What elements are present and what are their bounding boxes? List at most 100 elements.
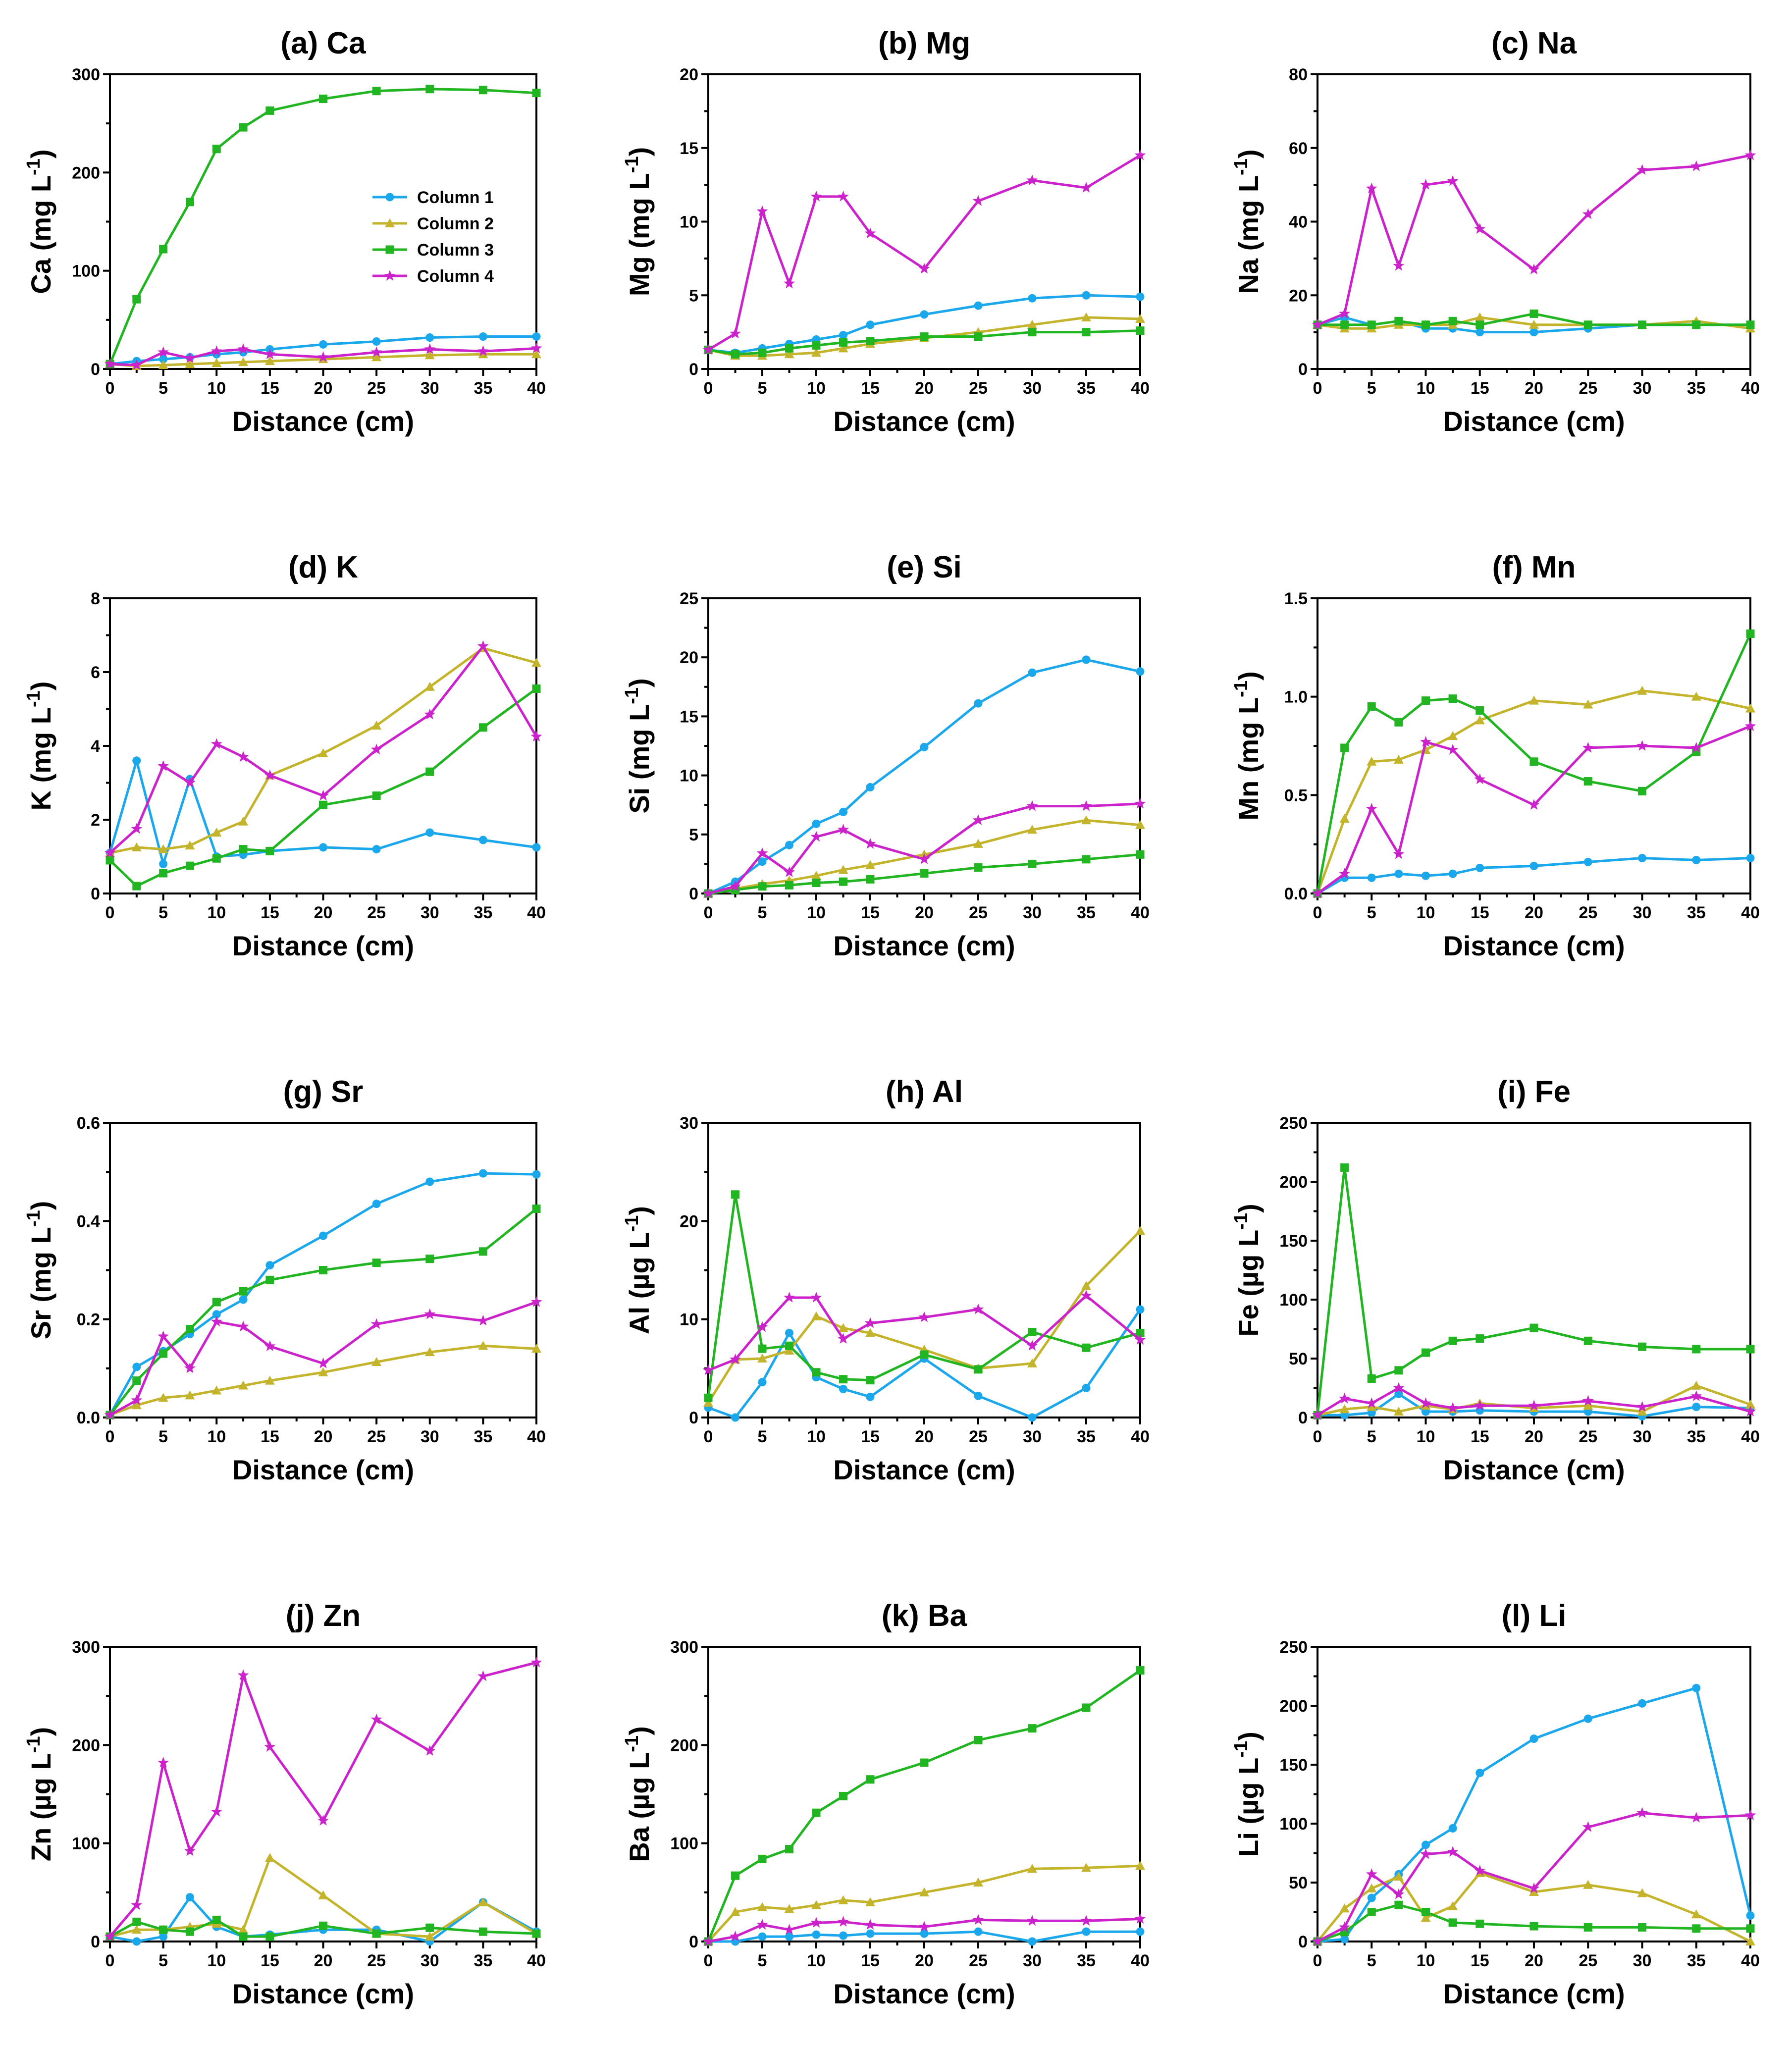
x-tick-label: 25 (969, 1427, 988, 1446)
y-tick-label: 20 (680, 648, 698, 667)
data-point (131, 1400, 142, 1410)
x-tick-label: 35 (1687, 903, 1706, 922)
series-column-3 (1313, 1163, 1755, 1419)
x-tick-label: 15 (1471, 903, 1489, 922)
data-point (1636, 1807, 1648, 1818)
series-line (1316, 1166, 1750, 1416)
panel-a-ca: (a) Ca 0 100 200 300 0 5 10 15 20 25 30 35 40 Distance… (23, 26, 546, 437)
data-point (478, 1927, 487, 1936)
data-point (239, 1295, 248, 1304)
data-point (319, 843, 327, 852)
legend-label: Column 2 (417, 214, 494, 233)
data-point (265, 106, 274, 115)
x-tick-label: 0 (105, 903, 115, 922)
x-tick-label: 30 (1023, 903, 1042, 922)
x-tick-label: 20 (314, 1951, 333, 1970)
y-tick-label: 0.0 (77, 1409, 100, 1427)
data-point (1136, 850, 1145, 859)
x-tick-label: 30 (1023, 1427, 1042, 1446)
series-line (109, 1207, 537, 1416)
data-point (1366, 1397, 1377, 1409)
data-point (730, 1354, 741, 1364)
y-tick-label: 10 (680, 767, 698, 786)
series-column-4 (702, 1913, 1146, 1946)
panel-title: (b) Mg (878, 26, 970, 60)
data-point (1028, 1327, 1037, 1336)
data-point (703, 1398, 713, 1407)
y-axis-label: Al (µg L-1) (622, 1206, 655, 1334)
data-point (1529, 319, 1539, 329)
data-point (478, 723, 487, 732)
data-point (424, 708, 436, 720)
x-tick-label: 35 (1077, 1427, 1096, 1446)
data-point (974, 1735, 983, 1744)
data-point (1448, 1824, 1457, 1833)
data-point (105, 856, 114, 865)
x-tick-label: 30 (421, 1427, 439, 1446)
data-point (1421, 1913, 1431, 1922)
data-point (532, 89, 541, 98)
plot-frame (1317, 1122, 1751, 1418)
data-point (1080, 1290, 1092, 1301)
data-point (1028, 1413, 1037, 1422)
data-point (1636, 740, 1648, 751)
x-tick-label: 10 (1417, 903, 1435, 922)
data-point (920, 1758, 929, 1767)
x-tick-label: 30 (421, 379, 439, 398)
data-point (317, 1815, 329, 1826)
data-point (184, 1845, 196, 1856)
x-tick-label: 20 (314, 903, 333, 922)
data-point (1420, 736, 1431, 747)
y-tick-label: 0 (689, 360, 698, 379)
data-point (264, 1375, 275, 1385)
x-tick-label: 20 (1525, 379, 1543, 398)
data-point (158, 760, 169, 771)
data-point (784, 1346, 794, 1355)
data-point (184, 777, 196, 788)
x-tick-label: 5 (1367, 903, 1376, 922)
data-point (785, 881, 793, 890)
series-column-2 (105, 643, 541, 857)
series-column-3 (1313, 1900, 1755, 1946)
data-point (1638, 853, 1646, 862)
y-tick-label: 15 (680, 707, 698, 726)
data-point (1583, 320, 1592, 329)
y-tick-label: 0 (91, 360, 100, 379)
data-point (1476, 1334, 1484, 1343)
data-point (812, 1808, 821, 1817)
data-point (1339, 1404, 1350, 1414)
data-point (731, 350, 739, 359)
x-axis-label: Distance (cm) (232, 930, 414, 961)
data-point (264, 1340, 276, 1351)
series-line (708, 853, 1141, 895)
y-tick-label: 50 (1289, 1874, 1308, 1892)
data-point (238, 816, 249, 826)
data-point (238, 357, 249, 367)
series-line (708, 1309, 1142, 1419)
x-tick-label: 20 (314, 379, 333, 398)
data-point (237, 751, 249, 762)
x-tick-label: 35 (1687, 379, 1706, 398)
x-tick-label: 10 (807, 1951, 826, 1970)
y-tick-label: 10 (680, 1311, 698, 1329)
data-point (1529, 1734, 1538, 1743)
data-point (1583, 1923, 1592, 1932)
series-column-4 (104, 640, 542, 858)
data-point (1081, 1863, 1091, 1872)
data-point (864, 838, 876, 849)
data-point (784, 1924, 795, 1935)
data-point (1422, 871, 1430, 880)
data-point (239, 1287, 248, 1296)
data-point (1339, 1903, 1350, 1913)
data-point (810, 1917, 822, 1928)
x-tick-label: 25 (367, 379, 386, 398)
data-point (838, 1323, 848, 1332)
legend-marker (384, 270, 396, 281)
data-point (1474, 773, 1486, 785)
data-point (785, 1932, 793, 1941)
series-line (1317, 857, 1751, 895)
y-tick-label: 4 (91, 737, 100, 756)
data-point (920, 1350, 929, 1359)
data-point (1448, 1918, 1457, 1927)
data-point (424, 682, 435, 691)
